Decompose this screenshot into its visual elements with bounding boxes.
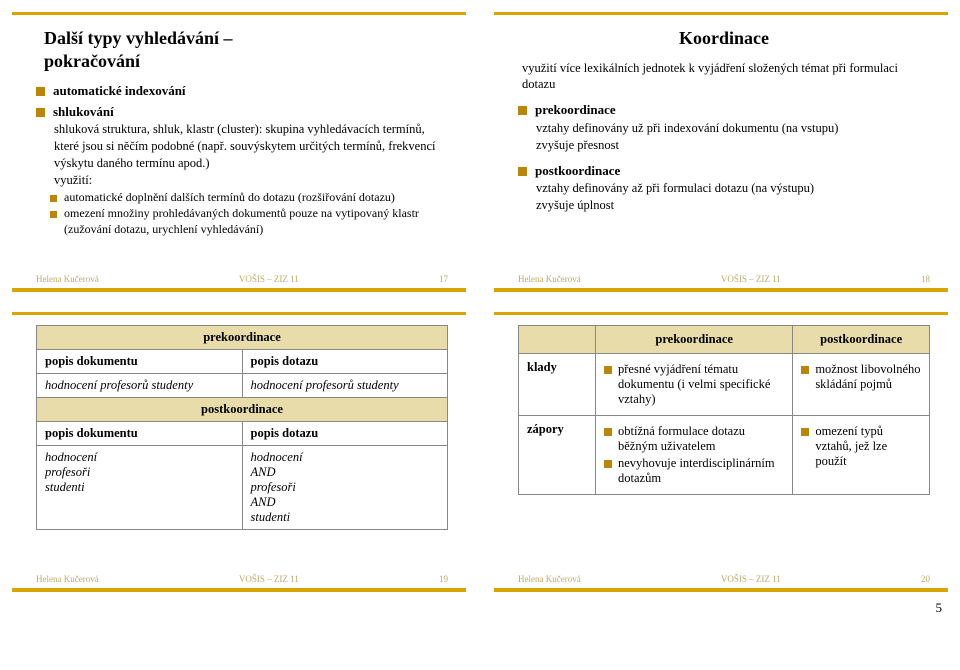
cell-postcoord-cons: omezení typů vztahů, jež lze použít xyxy=(793,416,930,495)
cluster-desc: shluková struktura, shluk, klastr (clust… xyxy=(54,121,448,172)
slide-footer: Helena Kučerová VOŠIS – ZIZ 11 19 xyxy=(36,574,448,584)
footer-author: Helena Kučerová xyxy=(36,274,99,284)
q-term3: studenti xyxy=(251,510,440,525)
cons-precoord-2: nevyhovuje interdisciplinárním dotazům xyxy=(618,456,784,486)
precoord-def: vztahy definovány už při indexování doku… xyxy=(536,120,930,137)
tbl-postcoord-query: hodnocení AND profesoři AND studenti xyxy=(242,446,448,530)
footer-course: VOŠIS – ZIZ 11 xyxy=(239,574,299,584)
pros-cons-table: prekoordinace postkoordinace klady přesn… xyxy=(518,325,930,495)
bullet-clustering: shlukování xyxy=(53,103,114,121)
tbl-precoord-doc: hodnocení profesorů studenty xyxy=(37,374,243,398)
bullet-precoord: prekoordinace xyxy=(535,101,616,119)
cell-precoord-pros: přesné vyjádření tématu dokumentu (i vel… xyxy=(596,354,793,416)
footer-author: Helena Kučerová xyxy=(36,574,99,584)
bullet-icon xyxy=(604,366,612,374)
tbl-col-query2: popis dotazu xyxy=(242,422,448,446)
doc-term1: hodnocení xyxy=(45,450,234,465)
slide-footer: Helena Kučerová VOŠIS – ZIZ 11 20 xyxy=(518,574,930,584)
footer-course: VOŠIS – ZIZ 11 xyxy=(239,274,299,284)
bullet-icon xyxy=(801,366,809,374)
slide-pros-cons: prekoordinace postkoordinace klady přesn… xyxy=(494,312,948,592)
bullet-auto-index: automatické indexování xyxy=(53,82,186,100)
footer-author: Helena Kučerová xyxy=(518,274,581,284)
coord-example-table: prekoordinace popis dokumentu popis dota… xyxy=(36,325,448,530)
tbl-col-query: popis dotazu xyxy=(242,350,448,374)
bullet-icon xyxy=(801,428,809,436)
bullet-icon xyxy=(518,106,527,115)
pros-postcoord: možnost libovolného skládání pojmů xyxy=(815,362,921,392)
pros-precoord: přesné vyjádření tématu dokumentu (i vel… xyxy=(618,362,784,407)
doc-term3: studenti xyxy=(45,480,234,495)
th-empty xyxy=(519,326,596,354)
precoord-precision: zvyšuje přesnost xyxy=(536,137,930,154)
slide-footer: Helena Kučerová VOŠIS – ZIZ 11 17 xyxy=(36,274,448,284)
q-and1: AND xyxy=(251,465,440,480)
doc-term2: profesoři xyxy=(45,465,234,480)
footer-page: 20 xyxy=(921,574,930,584)
footer-course: VOŠIS – ZIZ 11 xyxy=(721,274,781,284)
coord-intro: využití více lexikálních jednotek k vyjá… xyxy=(522,60,930,94)
tbl-postcoord-doc: hodnocení profesoři studenti xyxy=(37,446,243,530)
bullet-icon xyxy=(604,460,612,468)
slide2-title: Koordinace xyxy=(518,27,930,50)
footer-page: 18 xyxy=(921,274,930,284)
th-precoord: prekoordinace xyxy=(596,326,793,354)
tbl-head-precoord: prekoordinace xyxy=(37,326,448,350)
th-postcoord: postkoordinace xyxy=(793,326,930,354)
bullet-icon xyxy=(604,428,612,436)
q-term1: hodnocení xyxy=(251,450,440,465)
bullet-icon xyxy=(50,195,57,202)
row-pros-label: klady xyxy=(519,354,596,416)
slide-footer: Helena Kučerová VOŠIS – ZIZ 11 18 xyxy=(518,274,930,284)
postcoord-def: vztahy definovány až při formulaci dotaz… xyxy=(536,180,930,197)
postcoord-recall: zvyšuje úplnost xyxy=(536,197,930,214)
q-term2: profesoři xyxy=(251,480,440,495)
title-line2: pokračování xyxy=(44,51,140,71)
bullet-icon xyxy=(50,211,57,218)
footer-course: VOŠIS – ZIZ 11 xyxy=(721,574,781,584)
slide-coord-table: prekoordinace popis dokumentu popis dota… xyxy=(12,312,466,592)
tbl-col-doc2: popis dokumentu xyxy=(37,422,243,446)
tbl-precoord-query: hodnocení profesorů studenty xyxy=(242,374,448,398)
bullet-icon xyxy=(518,167,527,176)
tbl-col-doc: popis dokumentu xyxy=(37,350,243,374)
q-and2: AND xyxy=(251,495,440,510)
bullet-icon xyxy=(36,87,45,96)
title-line1: Další typy vyhledávání – xyxy=(44,28,233,48)
page-number: 5 xyxy=(12,600,948,616)
slide-coordination: Koordinace využití více lexikálních jedn… xyxy=(494,12,948,292)
usage-expand: automatické doplnění dalších termínů do … xyxy=(64,190,395,206)
footer-author: Helena Kučerová xyxy=(518,574,581,584)
usage-narrow: omezení množiny prohledávaných dokumentů… xyxy=(64,206,448,237)
slide1-title: Další typy vyhledávání – pokračování xyxy=(44,27,448,72)
usage-label: využití: xyxy=(54,172,448,189)
cons-precoord-1: obtížná formulace dotazu běžným uživatel… xyxy=(618,424,784,454)
footer-page: 17 xyxy=(439,274,448,284)
bullet-icon xyxy=(36,108,45,117)
bullet-postcoord: postkoordinace xyxy=(535,162,620,180)
cell-precoord-cons: obtížná formulace dotazu běžným uživatel… xyxy=(596,416,793,495)
footer-page: 19 xyxy=(439,574,448,584)
cell-postcoord-pros: možnost libovolného skládání pojmů xyxy=(793,354,930,416)
slide-search-types: Další typy vyhledávání – pokračování aut… xyxy=(12,12,466,292)
cons-postcoord: omezení typů vztahů, jež lze použít xyxy=(815,424,921,469)
tbl-head-postcoord: postkoordinace xyxy=(37,398,448,422)
row-cons-label: zápory xyxy=(519,416,596,495)
